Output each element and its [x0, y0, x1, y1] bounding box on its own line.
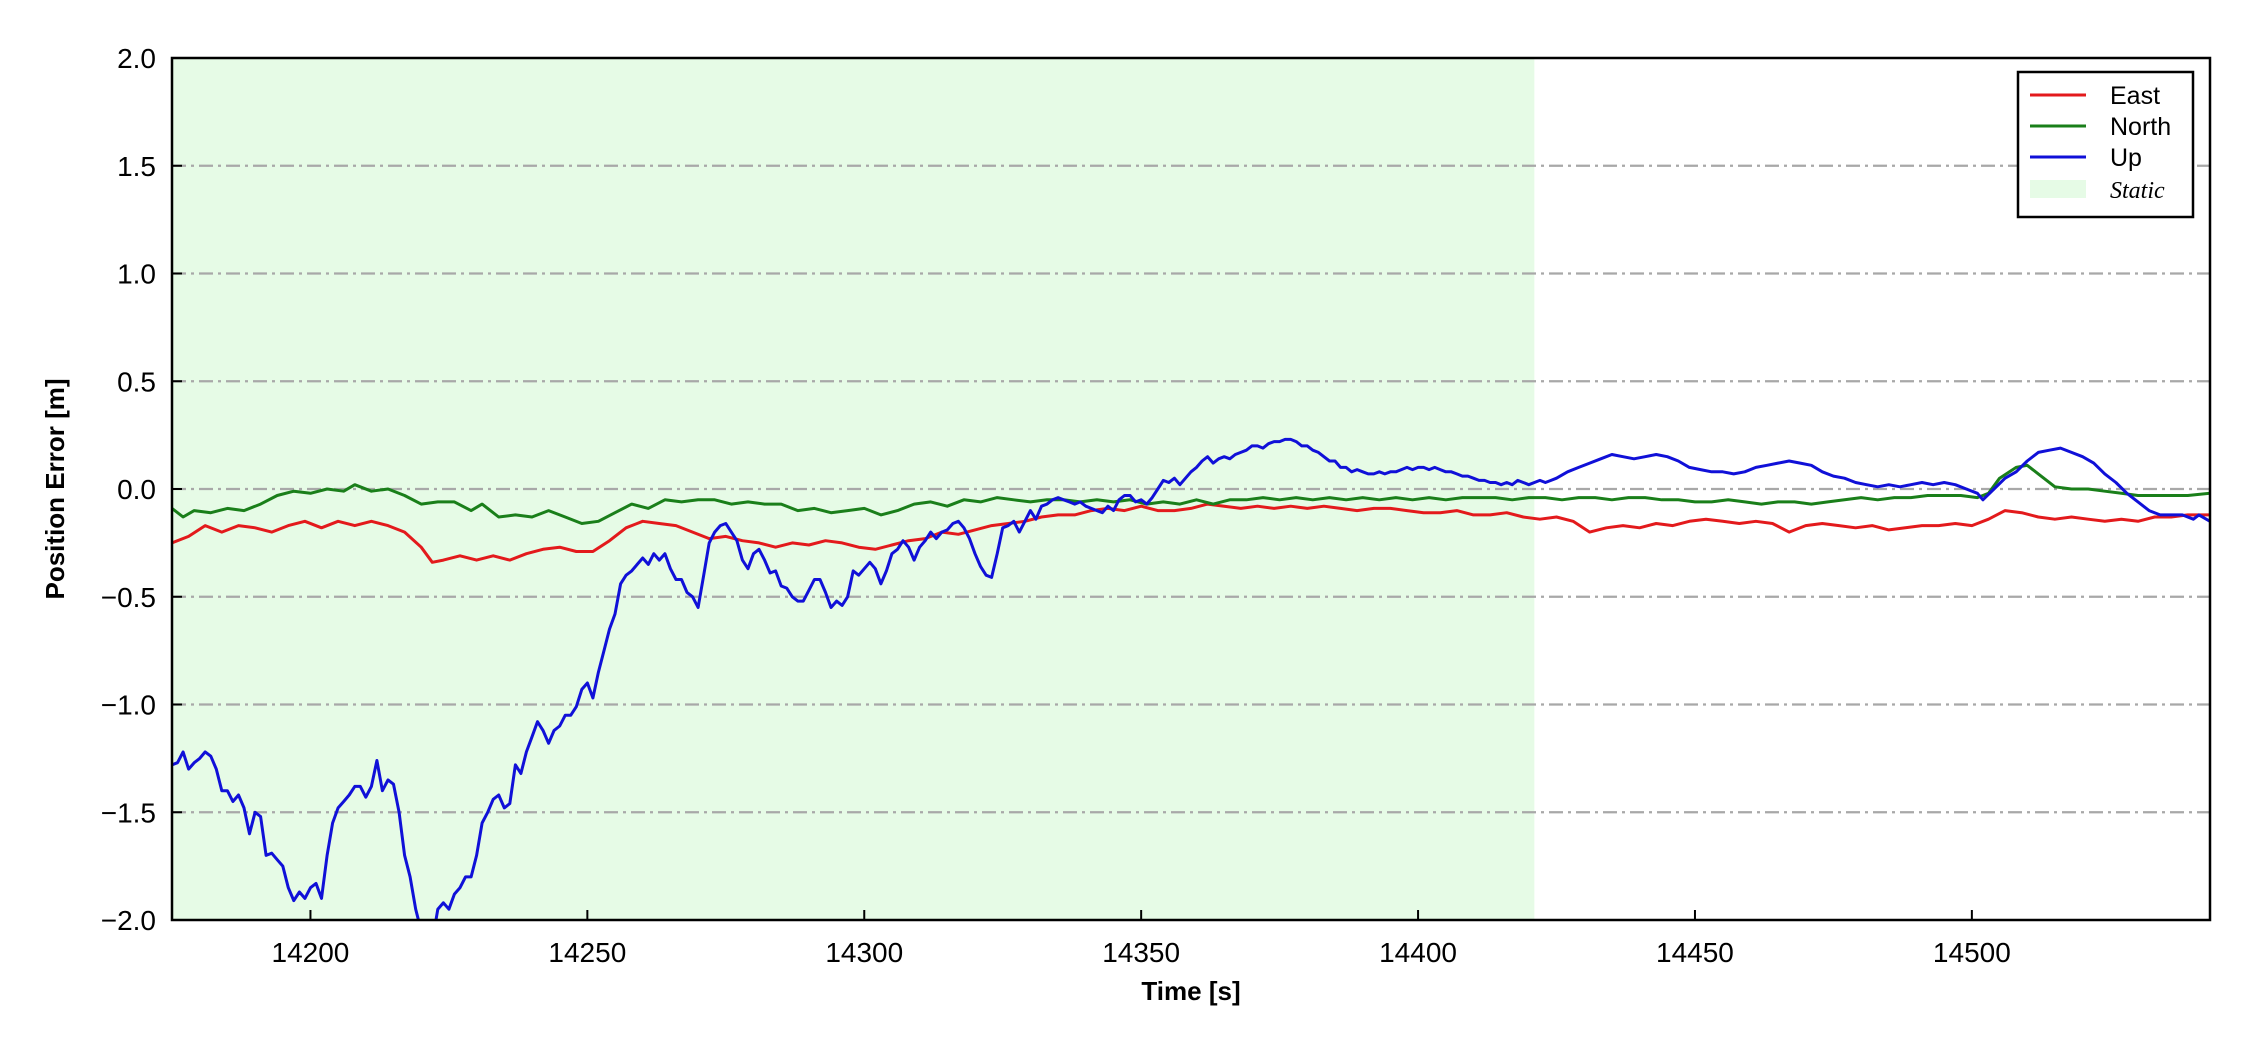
y-tick-label: 0.0: [117, 474, 156, 505]
x-tick-label: 14400: [1379, 937, 1457, 968]
legend-label-north: North: [2110, 113, 2171, 141]
y-tick-label: −0.5: [101, 582, 156, 613]
y-tick-label: −2.0: [101, 905, 156, 936]
legend-label-static: Static: [2110, 178, 2165, 204]
y-tick-label: 1.5: [117, 151, 156, 182]
x-tick-label: 14350: [1102, 937, 1180, 968]
y-tick-label: 0.5: [117, 366, 156, 397]
x-tick-label: 14500: [1933, 937, 2011, 968]
x-tick-label: 14250: [548, 937, 626, 968]
y-axis-title: Position Error [m]: [40, 378, 70, 599]
legend-label-up: Up: [2110, 144, 2142, 172]
y-tick-label: −1.5: [101, 797, 156, 828]
x-axis-title: Time [s]: [1141, 976, 1240, 1006]
y-tick-label: −1.0: [101, 690, 156, 721]
x-tick-label: 14200: [272, 937, 350, 968]
series-line-east: [172, 502, 2210, 564]
x-tick-label: 14450: [1656, 937, 1734, 968]
y-tick-label: 2.0: [117, 43, 156, 74]
series-line-north: [172, 463, 2210, 525]
legend-label-east: East: [2110, 82, 2160, 110]
series-line-up: [172, 437, 2210, 920]
y-tick-label: 1.0: [117, 259, 156, 290]
x-tick-label: 14300: [825, 937, 903, 968]
legend-swatch-static: [2030, 180, 2086, 198]
